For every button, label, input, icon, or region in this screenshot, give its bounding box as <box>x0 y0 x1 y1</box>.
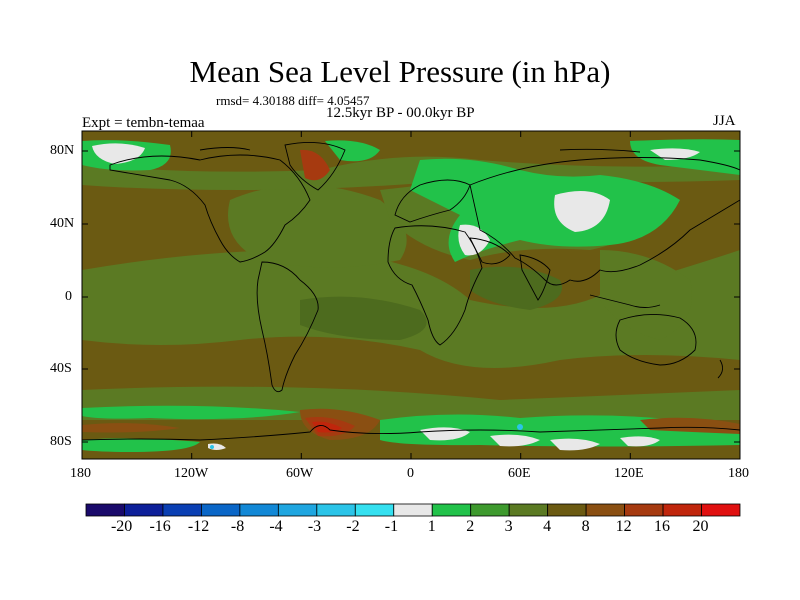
lon-ticks <box>81 131 741 459</box>
lon-label-60w: 60W <box>286 466 314 481</box>
period-text: 12.5kyr BP - 00.0kyr BP <box>326 105 475 121</box>
coast-indonesia <box>589 294 661 308</box>
colorbar-label: 4 <box>543 518 552 535</box>
coastlines <box>82 141 740 441</box>
colorbar-label: -1 <box>384 518 399 535</box>
lon-label-180w: 180 <box>70 466 91 481</box>
colorbar-box <box>316 503 356 517</box>
coast-north-america <box>109 154 311 263</box>
stats-text: rmsd= 4.30188 diff= 4.05457 <box>216 93 370 108</box>
lat-ticks <box>82 150 740 443</box>
colorbar-box <box>624 503 664 517</box>
colorbar-box <box>162 503 202 517</box>
colorbar-label: 12 <box>615 518 632 535</box>
colorbar-box <box>470 503 510 517</box>
colorbar-box <box>239 503 279 517</box>
lat-label-80n: 80N <box>50 143 75 158</box>
coast-south-america <box>256 261 319 393</box>
map-field <box>82 131 740 459</box>
coast-africa <box>387 225 483 346</box>
lat-label-80s: 80S <box>50 434 72 449</box>
colorbar-box <box>277 503 318 517</box>
colorbar-label: 16 <box>654 518 671 535</box>
colorbar-label: -12 <box>187 518 210 535</box>
lat-label-40n: 40N <box>50 216 75 231</box>
coast-arabia <box>469 237 511 265</box>
coast-asia <box>469 157 740 286</box>
colorbar-box <box>508 503 549 517</box>
colorbar-box <box>701 503 741 517</box>
lat-label-40s: 40S <box>50 361 72 376</box>
colorbar-label: -16 <box>149 518 171 535</box>
coast-australia <box>615 314 697 366</box>
colorbar-label: -20 <box>110 518 133 535</box>
colorbar-label: 20 <box>692 518 709 535</box>
colorbar-label: 8 <box>581 518 590 535</box>
season-label: JJA <box>713 113 736 129</box>
field-level-neg2 <box>210 445 214 449</box>
colorbar-box <box>585 503 625 517</box>
coast-india <box>519 254 551 301</box>
colorbar-label: 3 <box>504 518 513 535</box>
coast-arctic-islands <box>199 147 641 153</box>
coast-greenland <box>284 141 346 191</box>
lon-label-60e: 60E <box>508 466 531 481</box>
colorbar-box <box>393 503 433 517</box>
colorbar-label: 2 <box>466 518 475 535</box>
coast-antarctica <box>82 425 740 441</box>
lon-label-120e: 120E <box>614 466 644 481</box>
field-level-1 <box>92 143 700 451</box>
colorbar-label: -4 <box>269 518 283 535</box>
lon-label-180e: 180 <box>728 466 749 481</box>
lat-label-0: 0 <box>65 289 72 304</box>
colorbar-box <box>85 503 125 517</box>
colorbar-box <box>201 503 241 517</box>
chart-title: Mean Sea Level Pressure (in hPa) <box>189 54 611 89</box>
experiment-label: Expt = tembn-temaa <box>82 115 205 131</box>
colorbar-label: 1 <box>427 518 436 535</box>
colorbar-label: -2 <box>346 518 360 535</box>
field-level-neg2 <box>517 424 523 430</box>
colorbar <box>85 503 741 517</box>
lon-label-120w: 120W <box>174 466 209 481</box>
colorbar-box <box>124 503 164 517</box>
field-level-8-16 <box>82 149 740 440</box>
coast-new-zealand <box>717 359 723 379</box>
colorbar-box <box>547 503 587 517</box>
lon-label-0: 0 <box>407 466 414 481</box>
colorbar-box <box>354 503 395 517</box>
colorbar-label: -3 <box>307 518 322 535</box>
colorbar-box <box>431 503 472 517</box>
colorbar-label: -8 <box>230 518 245 535</box>
colorbar-box <box>662 503 702 517</box>
